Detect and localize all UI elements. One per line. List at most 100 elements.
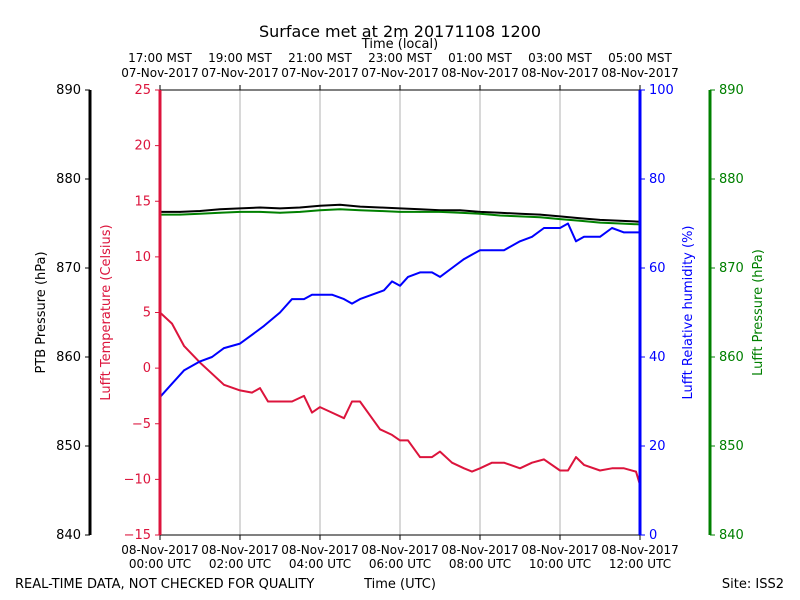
top-tick-label-date: 07-Nov-2017 xyxy=(121,66,199,80)
data-point-temperature xyxy=(491,461,493,464)
data-point-lufft_pressure xyxy=(199,212,201,215)
temperature-tick-label: −15 xyxy=(124,528,151,543)
data-point-temperature xyxy=(451,461,453,464)
data-point-lufft_pressure xyxy=(619,222,621,225)
temperature-tick-label: −5 xyxy=(132,417,151,432)
x-tick-label-date: 08-Nov-2017 xyxy=(281,543,359,557)
data-point-temperature xyxy=(279,400,281,403)
data-point-ptb_pressure xyxy=(619,220,621,222)
data-point-lufft_pressure xyxy=(299,211,301,213)
data-point-lufft_pressure xyxy=(279,212,281,214)
data-point-temperature xyxy=(239,389,241,392)
x-tick-label-date: 08-Nov-2017 xyxy=(361,543,439,557)
temperature-tick-label: 20 xyxy=(134,139,151,154)
temperature-tick-label: −10 xyxy=(124,472,151,487)
lufft_pressure-tick-label: 840 xyxy=(719,528,744,543)
data-point-temperature xyxy=(479,467,481,470)
humidity-tick-label: 80 xyxy=(649,172,666,187)
data-point-temperature xyxy=(319,406,321,408)
data-point-humidity xyxy=(311,293,313,296)
data-point-ptb_pressure xyxy=(299,206,301,209)
series-layer xyxy=(159,203,641,486)
top-tick-label-date: 07-Nov-2017 xyxy=(361,66,439,80)
top-tick-label-date: 07-Nov-2017 xyxy=(281,66,359,80)
data-point-temperature xyxy=(559,469,561,472)
lufft_pressure-axis-label: Lufft Pressure (hPa) xyxy=(751,249,766,376)
data-point-temperature xyxy=(371,417,373,419)
data-point-ptb_pressure xyxy=(439,209,441,211)
ptb_pressure-tick-label: 860 xyxy=(56,350,81,365)
data-point-humidity xyxy=(431,271,433,274)
humidity-axis-label: Lufft Relative humidity (%) xyxy=(681,225,696,399)
data-point-temperature xyxy=(543,458,545,461)
data-point-humidity xyxy=(211,356,213,358)
data-point-lufft_pressure xyxy=(259,211,261,213)
data-point-temperature xyxy=(431,456,433,458)
temperature-tick-label: 10 xyxy=(134,250,151,265)
data-point-humidity xyxy=(559,227,561,229)
data-point-lufft_pressure xyxy=(319,209,321,211)
data-point-lufft_pressure xyxy=(179,213,181,216)
data-point-ptb_pressure xyxy=(219,208,221,211)
data-point-humidity xyxy=(171,382,173,385)
data-point-humidity xyxy=(303,298,305,300)
x-tick-label-date: 08-Nov-2017 xyxy=(601,543,679,557)
data-point-humidity xyxy=(599,236,601,238)
data-point-temperature xyxy=(531,461,533,464)
lufft_pressure-tick-label: 880 xyxy=(719,172,744,187)
data-point-humidity xyxy=(575,240,577,243)
data-point-lufft_pressure xyxy=(239,211,241,213)
data-point-humidity xyxy=(263,325,265,327)
data-point-temperature xyxy=(311,411,313,414)
ptb_pressure-tick-label: 880 xyxy=(56,172,81,187)
data-point-lufft_pressure xyxy=(379,210,381,212)
data-point-ptb_pressure xyxy=(339,204,341,206)
data-point-temperature xyxy=(291,400,293,403)
data-point-humidity xyxy=(383,289,385,292)
x-tick-label-time: 06:00 UTC xyxy=(369,557,431,571)
data-point-temperature xyxy=(635,470,637,473)
data-point-lufft_pressure xyxy=(459,212,461,214)
data-point-temperature xyxy=(611,467,613,470)
data-point-lufft_pressure xyxy=(479,212,481,215)
data-point-ptb_pressure xyxy=(259,206,261,209)
data-point-temperature xyxy=(583,464,585,466)
data-point-temperature xyxy=(379,428,381,431)
data-point-temperature xyxy=(343,417,345,419)
humidity-tick-label: 20 xyxy=(649,439,666,454)
humidity-tick-label: 0 xyxy=(649,528,657,543)
data-point-humidity xyxy=(199,360,201,363)
data-point-temperature xyxy=(599,469,601,472)
x-tick-label-time: 12:00 UTC xyxy=(609,557,671,571)
data-point-lufft_pressure xyxy=(559,218,561,220)
data-point-temperature xyxy=(183,345,185,347)
data-point-temperature xyxy=(267,400,269,403)
data-point-lufft_pressure xyxy=(499,214,501,217)
data-point-humidity xyxy=(331,293,333,296)
data-point-humidity xyxy=(251,333,253,336)
data-point-temperature xyxy=(359,400,361,403)
data-point-lufft_pressure xyxy=(219,212,221,214)
data-point-lufft_pressure xyxy=(399,211,401,213)
x-tick-label-date: 08-Nov-2017 xyxy=(441,543,519,557)
data-point-humidity xyxy=(567,222,569,225)
bottom-axis-label: Time (UTC) xyxy=(363,577,436,592)
data-point-humidity xyxy=(279,311,281,314)
data-point-humidity xyxy=(503,249,505,251)
top-tick-label-time: 17:00 MST xyxy=(128,51,192,65)
data-point-temperature xyxy=(419,456,421,458)
data-point-lufft_pressure xyxy=(599,221,601,224)
ptb_pressure-tick-label: 870 xyxy=(56,261,81,276)
top-tick-label-time: 03:00 MST xyxy=(528,51,592,65)
data-point-temperature xyxy=(623,467,625,470)
temperature-tick-label: 5 xyxy=(143,306,151,321)
data-point-temperature xyxy=(211,372,213,375)
top-axis-label: Time (local) xyxy=(361,37,438,52)
data-point-ptb_pressure xyxy=(359,205,361,208)
data-point-temperature xyxy=(303,395,305,397)
data-point-temperature xyxy=(463,467,465,470)
x-tick-label-time: 00:00 UTC xyxy=(129,557,191,571)
humidity-tick-label: 100 xyxy=(649,83,674,98)
